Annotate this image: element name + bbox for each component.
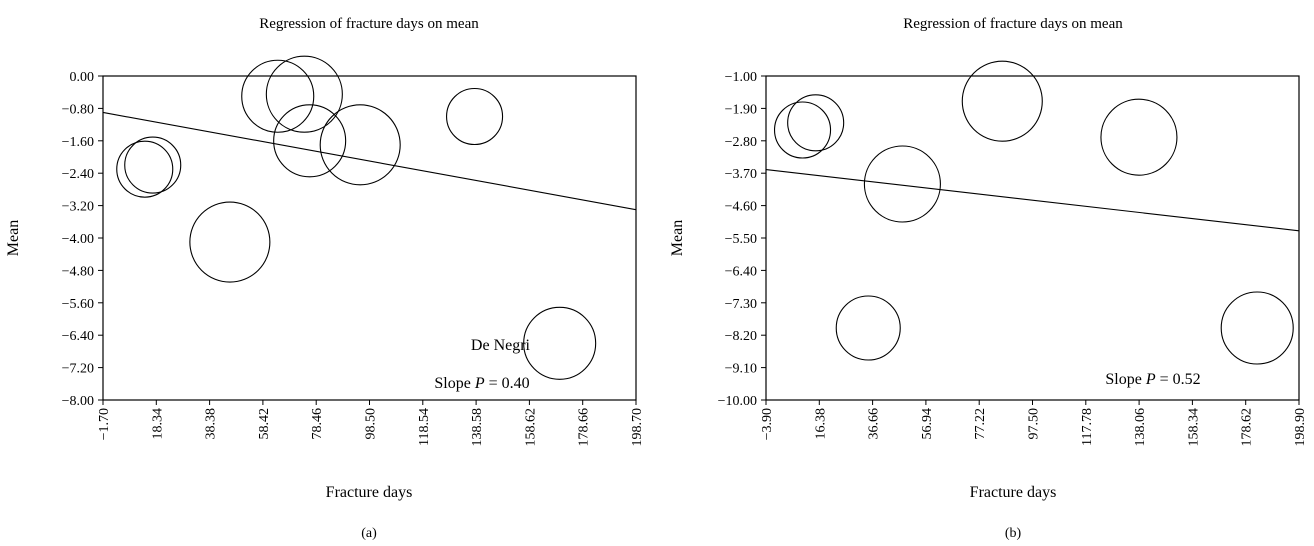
annotation-de-negri: De Negri: [471, 337, 531, 354]
x-axis-label-b: Fracture days: [970, 484, 1057, 501]
y-tick-label: −4.00: [62, 232, 94, 247]
study-bubble: [1101, 99, 1177, 175]
y-tick-label: −7.20: [62, 362, 94, 377]
plot-area-a: 0.00 −0.80 −1.60 −2.40 −3.20 −4.00 −4.80 −5.60 −…: [62, 56, 645, 446]
y-tick-label: −3.70: [725, 167, 757, 182]
x-tick-label: −1.70: [97, 408, 112, 440]
y-tick-label: −6.40: [62, 329, 94, 344]
y-tick-label: −2.40: [62, 167, 94, 182]
y-tick-label: −6.40: [725, 264, 757, 279]
y-tick-label: −1.90: [725, 102, 757, 117]
x-tick-label: 38.38: [204, 408, 219, 440]
x-tick-label: 18.34: [150, 408, 165, 440]
x-axis-label-a: Fracture days: [326, 484, 413, 501]
study-bubble: [447, 89, 503, 145]
y-tick-label: −5.60: [62, 297, 94, 312]
data-marks-a: [103, 56, 636, 379]
y-tick-label: −1.60: [62, 135, 94, 150]
x-tick-label: 97.50: [1027, 408, 1042, 440]
plot-frame-a: [103, 76, 636, 400]
x-tick-label: 77.22: [973, 408, 988, 440]
x-ticks-a: −1.70 18.34 38.38 58.42 78.46 98.50 118.54 138.…: [97, 400, 645, 447]
y-tick-label: −4.80: [62, 264, 94, 279]
y-tick-label: −9.10: [725, 362, 757, 377]
study-bubble: [320, 105, 400, 185]
x-tick-label: 158.34: [1186, 408, 1201, 447]
x-tick-label: 138.58: [470, 408, 485, 447]
panel-label-b: (b): [1005, 526, 1022, 541]
study-bubble: [836, 296, 900, 360]
x-tick-label: 138.06: [1133, 408, 1148, 447]
chart-title-a: Regression of fracture days on mean: [259, 16, 479, 32]
plot-area-b: −1.00 −1.90 −2.80 −3.70 −4.60 −5.50 −6.40 −7.30…: [718, 61, 1308, 446]
y-tick-label: −0.80: [62, 102, 94, 117]
y-tick-label: −2.80: [725, 135, 757, 150]
x-tick-label: 56.94: [920, 408, 935, 440]
y-tick-label: 0.00: [70, 70, 95, 85]
slope-label-b: Slope P = 0.52: [1105, 371, 1200, 388]
y-ticks-a: 0.00 −0.80 −1.60 −2.40 −3.20 −4.00 −4.80 −5.60 −…: [62, 70, 103, 409]
study-bubble: [864, 146, 940, 222]
study-bubble: [1221, 292, 1293, 364]
y-tick-label: −8.00: [62, 394, 94, 409]
study-bubble: [274, 105, 346, 177]
y-tick-label: −7.30: [725, 297, 757, 312]
study-bubble: [788, 95, 844, 151]
study-bubble: [524, 307, 596, 379]
x-tick-label: 36.66: [867, 408, 882, 440]
y-tick-label: −8.20: [725, 329, 757, 344]
study-bubble: [190, 202, 270, 282]
x-tick-label: 178.66: [577, 408, 592, 447]
regression-line: [103, 112, 636, 209]
panel-a: Regression of fracture days on mean Mean…: [5, 16, 645, 541]
x-tick-label: 198.70: [630, 408, 645, 447]
y-tick-label: −10.00: [718, 394, 757, 409]
x-tick-label: 98.50: [364, 408, 379, 440]
x-tick-label: 158.62: [523, 408, 538, 447]
x-tick-label: −3.90: [760, 408, 775, 440]
y-axis-label-b: Mean: [669, 220, 686, 256]
study-bubble: [962, 61, 1042, 141]
y-tick-label: −5.50: [725, 232, 757, 247]
data-marks-b: [766, 61, 1299, 364]
x-tick-label: 58.42: [257, 408, 272, 440]
y-tick-label: −4.60: [725, 200, 757, 215]
panel-label-a: (a): [361, 526, 377, 541]
x-tick-label: 178.62: [1240, 408, 1255, 447]
x-tick-label: 16.38: [813, 408, 828, 440]
regression-line: [766, 170, 1299, 231]
x-tick-label: 198.90: [1293, 408, 1308, 447]
x-tick-label: 118.54: [417, 408, 432, 446]
panel-b: Regression of fracture days on mean Mean…: [669, 16, 1308, 541]
x-ticks-b: −3.90 16.38 36.66 56.94 77.22 97.50 117.78 138.…: [760, 400, 1308, 447]
y-axis-label-a: Mean: [5, 220, 22, 256]
y-tick-label: −3.20: [62, 200, 94, 215]
y-tick-label: −1.00: [725, 70, 757, 85]
chart-title-b: Regression of fracture days on mean: [903, 16, 1123, 32]
y-ticks-b: −1.00 −1.90 −2.80 −3.70 −4.60 −5.50 −6.40 −7.30…: [718, 70, 766, 409]
x-tick-label: 117.78: [1080, 408, 1095, 446]
x-tick-label: 78.46: [310, 408, 325, 440]
slope-label-a: Slope P = 0.40: [434, 375, 529, 392]
